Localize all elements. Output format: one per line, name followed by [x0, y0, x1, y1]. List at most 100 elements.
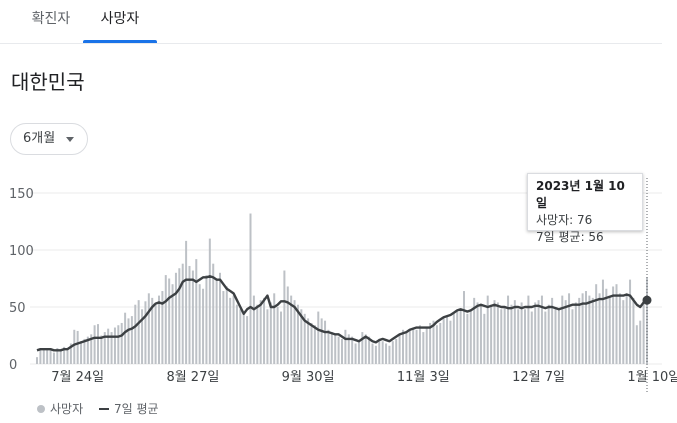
legend-line-icon: [98, 408, 109, 410]
chart-bar: [527, 295, 530, 364]
chart-bar: [300, 309, 303, 364]
chart-bar: [601, 279, 604, 364]
chart-bar: [263, 297, 266, 364]
chart-bar: [351, 336, 354, 364]
chart-bar: [158, 295, 160, 364]
chart-bar: [137, 300, 140, 364]
period-dropdown-value: 6개월: [23, 131, 56, 146]
chart-bar: [212, 263, 215, 364]
chart-y-ticks: 0 50 100 150: [9, 187, 34, 373]
chart-bar: [174, 272, 177, 364]
chart-bar: [446, 316, 449, 364]
chart-bar: [476, 302, 479, 364]
chart-bar: [341, 338, 343, 364]
chart-bar: [39, 350, 42, 364]
chart-bar: [185, 240, 188, 364]
chart-bar: [222, 291, 225, 364]
chart-bar: [412, 327, 415, 364]
chart-bar: [361, 332, 364, 364]
chart-bar: [398, 334, 401, 364]
y-tick-label: 100: [9, 244, 34, 259]
chart-bar: [591, 297, 594, 364]
chart-bar: [374, 345, 377, 364]
chart-bar: [625, 295, 628, 364]
chart-bar: [622, 300, 625, 364]
tab-deaths[interactable]: 사망자: [100, 11, 140, 27]
chart-bar: [80, 341, 83, 364]
chart-bar: [554, 307, 557, 364]
chart-bar: [127, 318, 130, 364]
caret-down-icon: [66, 137, 74, 142]
chart-bar: [107, 328, 110, 364]
chart-bar: [540, 295, 543, 364]
deaths-chart[interactable]: 0 50 100 150 7월 24일 8월 27일 9월 30일 11월 3일 12월 7일…: [0, 170, 677, 398]
chart-bar: [544, 311, 547, 364]
chart-bar: [459, 309, 462, 364]
chart-bar: [66, 349, 69, 364]
chart-bar: [605, 288, 608, 364]
chart-bar: [320, 318, 323, 364]
chart-bar: [496, 302, 499, 364]
tooltip-date: 2023년 1월 10일: [536, 179, 625, 210]
chart-bar: [280, 311, 282, 364]
chart-bar: [249, 213, 252, 364]
legend-average-label: 7일 평균: [113, 402, 159, 416]
chart-bar: [283, 270, 286, 364]
chart-bar: [286, 286, 289, 364]
chart-bar: [161, 291, 164, 364]
metric-tabs: 확진자 사망자: [0, 0, 662, 44]
chart-bar: [635, 325, 638, 364]
chart-bar: [479, 307, 482, 364]
chart-bar: [307, 318, 310, 364]
chart-bar: [124, 312, 127, 364]
chart-bar: [208, 238, 211, 364]
chart-bar: [100, 335, 103, 364]
chart-bar: [629, 279, 632, 364]
y-tick-label: 150: [9, 187, 34, 202]
chart-bar: [500, 309, 503, 364]
chart-bar: [585, 291, 587, 364]
x-tick-label: 12월 7일: [512, 370, 565, 385]
chart-bar: [113, 327, 116, 364]
chart-bar: [388, 345, 391, 364]
x-tick-label: 9월 30일: [282, 370, 335, 385]
chart-bar: [490, 304, 493, 364]
chart-bar: [639, 320, 642, 364]
chart-bar: [588, 295, 591, 364]
chart-x-ticks: 7월 24일 8월 27일 9월 30일 11월 3일 12월 7일 1월 10일: [51, 370, 677, 385]
chart-bar: [144, 301, 147, 364]
chart-bar: [202, 288, 205, 364]
chart-bar: [612, 286, 615, 364]
chart-bar: [141, 309, 144, 364]
chart-bar: [188, 265, 191, 364]
chart-bar: [422, 332, 425, 364]
chart-bar: [86, 336, 89, 364]
chart-bar: [557, 309, 560, 364]
chart-bar: [337, 336, 340, 364]
chart-bar: [273, 293, 276, 364]
region-title: 대한민국: [11, 70, 85, 94]
y-tick-label: 50: [9, 301, 26, 316]
chart-bar: [442, 318, 445, 364]
period-dropdown[interactable]: 6개월: [10, 123, 88, 155]
chart-bar: [256, 304, 259, 364]
chart-bar: [334, 334, 337, 364]
chart-bar: [405, 332, 408, 364]
chart-bar: [178, 268, 181, 364]
chart-bar: [507, 295, 510, 364]
chart-bar: [466, 313, 469, 364]
chart-bar: [313, 325, 316, 364]
chart-bar: [642, 300, 645, 364]
chart-bar: [571, 309, 574, 364]
chart-bar: [296, 304, 299, 364]
chart-bar: [595, 284, 598, 364]
legend-deaths: 사망자: [37, 400, 83, 417]
chart-bar: [598, 293, 601, 364]
chart-tooltip: 2023년 1월 10일 사망자: 76 7일 평균: 56: [527, 173, 643, 244]
chart-bar: [120, 322, 123, 364]
chart-bar: [357, 341, 360, 364]
tooltip-deaths: 사망자: 76: [536, 213, 593, 227]
chart-bar: [52, 352, 55, 364]
chart-bar: [290, 295, 293, 364]
tab-cases[interactable]: 확진자: [31, 11, 71, 27]
